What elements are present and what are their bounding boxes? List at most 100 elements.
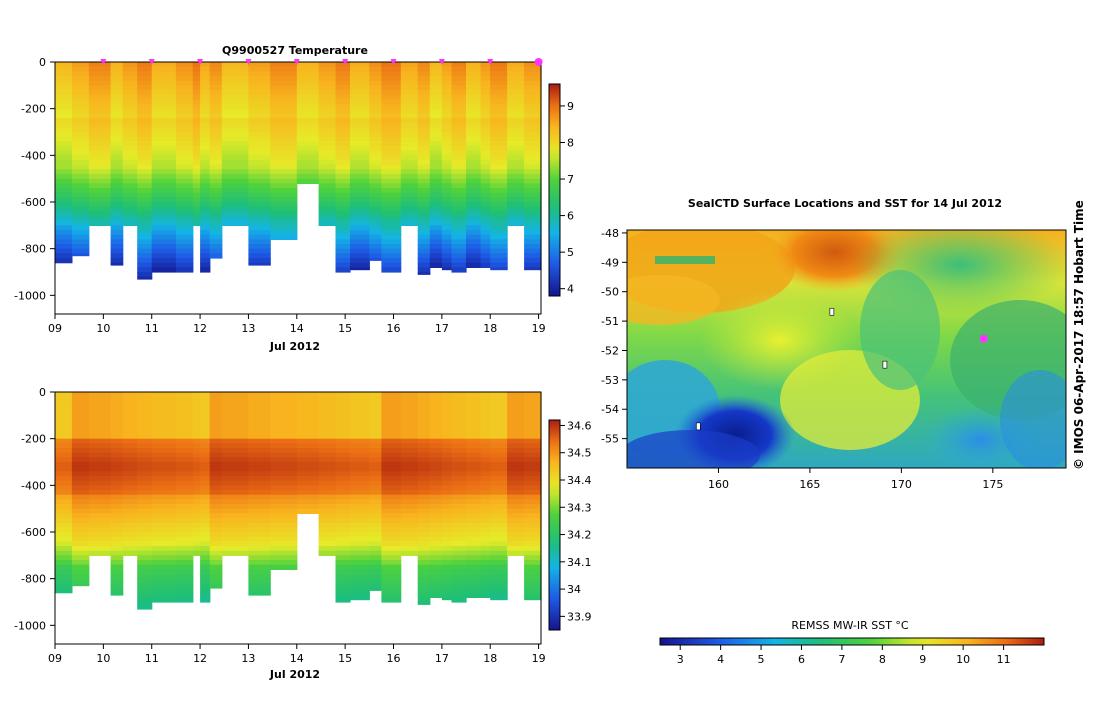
x-tick-label: 15 (338, 322, 352, 335)
section-cell (318, 122, 337, 128)
section-cell (88, 216, 112, 222)
section-cell (350, 434, 370, 440)
section-cell (192, 485, 201, 491)
section-cell (122, 99, 138, 105)
section-cell (417, 71, 431, 77)
section-cell (381, 262, 402, 268)
section-cell (335, 239, 351, 245)
section-cell (490, 541, 508, 547)
section-cell (369, 564, 382, 570)
section-cell (318, 150, 337, 156)
section-cell (466, 174, 482, 180)
section-cell (122, 220, 138, 226)
section-cell (381, 76, 402, 82)
section-cell (369, 406, 382, 412)
section-cell (381, 267, 402, 273)
section-cell (151, 564, 177, 570)
section-cell (350, 211, 370, 217)
section-cell (507, 434, 525, 440)
section-cell (490, 494, 508, 500)
section-cell (507, 504, 525, 510)
section-cell (466, 406, 482, 412)
section-cell (192, 178, 201, 184)
section-cell (507, 71, 525, 77)
section-cell (429, 239, 443, 245)
section-cell (335, 225, 351, 231)
section-cell (122, 448, 138, 454)
section-cell (400, 504, 419, 510)
section-cell (441, 211, 453, 217)
section-cell (137, 239, 153, 245)
section-cell (451, 66, 467, 72)
section-cell (318, 169, 337, 175)
section-cell (335, 62, 351, 68)
section-cell (417, 253, 431, 259)
section-cell (417, 448, 431, 454)
section-cell (524, 597, 542, 601)
section-cell (429, 443, 443, 449)
section-column (122, 392, 138, 556)
section-cell (55, 225, 73, 231)
profile-marker (293, 59, 300, 65)
section-cell (137, 592, 153, 598)
section-cell (507, 160, 525, 166)
section-cell (55, 443, 73, 449)
section-cell (200, 90, 211, 96)
section-cell (335, 80, 351, 86)
section-cell (466, 230, 482, 236)
section-cell (248, 253, 271, 259)
section-cell (507, 146, 525, 152)
section-cell (369, 244, 382, 250)
section-cell (151, 410, 177, 416)
section-cell (369, 76, 382, 82)
section-cell (451, 443, 467, 449)
section-cell (110, 569, 124, 575)
x-tick-label: 11 (145, 322, 159, 335)
section-cell (270, 392, 298, 398)
section-cell (417, 132, 431, 138)
section-cell (441, 448, 453, 454)
section-cell (110, 546, 124, 552)
section-cell (429, 113, 443, 119)
section-cell (490, 164, 508, 170)
section-cell (400, 406, 419, 412)
section-cell (381, 560, 402, 566)
section-cell (480, 141, 491, 147)
section-cell (417, 401, 431, 407)
section-cell (209, 164, 223, 170)
section-cell (122, 80, 138, 86)
section-cell (466, 457, 482, 463)
section-cell (480, 225, 491, 231)
section-cell (400, 513, 419, 519)
section-cell (400, 188, 419, 194)
section-cell (209, 415, 223, 421)
section-cell (524, 248, 542, 254)
section-cell (137, 164, 153, 170)
section-cell (110, 197, 124, 203)
section-cell (335, 420, 351, 426)
section-cell (429, 583, 443, 589)
section-cell (137, 499, 153, 505)
section-cell (137, 536, 153, 542)
section-cell (55, 216, 73, 222)
section-cell (209, 220, 223, 226)
section-cell (490, 578, 508, 584)
section-cell (200, 555, 211, 561)
section-cell (350, 262, 370, 268)
section-cell (480, 499, 491, 505)
section-cell (350, 550, 370, 556)
section-cell (221, 94, 249, 100)
section-cell (417, 555, 431, 561)
section-cell (221, 136, 249, 142)
section-cell (507, 438, 525, 444)
section-cell (369, 136, 382, 142)
section-cell (350, 560, 370, 566)
section-column (480, 392, 491, 598)
section-cell (429, 94, 443, 100)
section-cell (151, 499, 177, 505)
section-cell (110, 76, 124, 82)
section-cell (221, 211, 249, 217)
section-cell (429, 206, 443, 212)
section-cell (507, 406, 525, 412)
section-cell (110, 262, 124, 266)
